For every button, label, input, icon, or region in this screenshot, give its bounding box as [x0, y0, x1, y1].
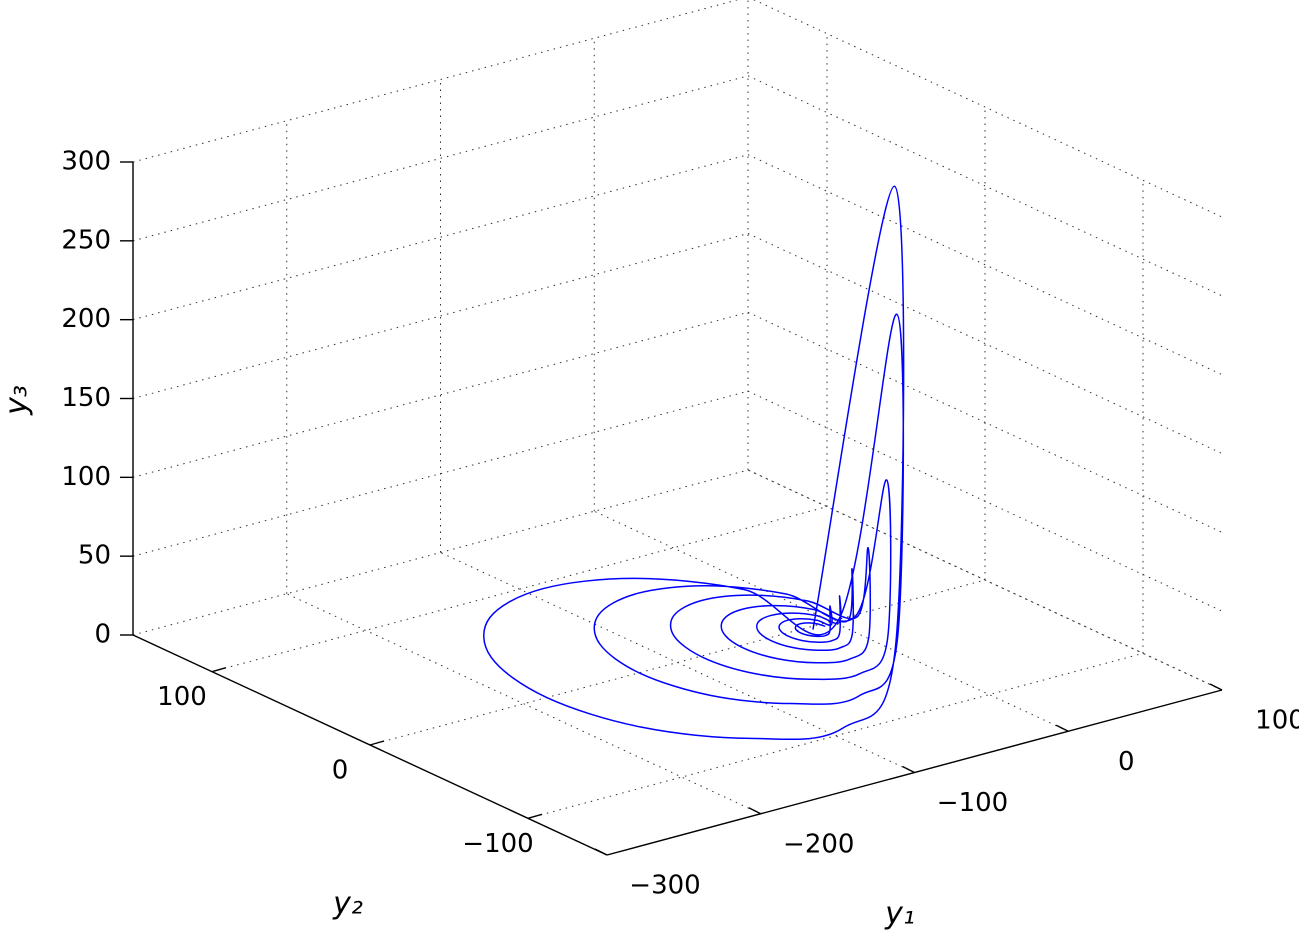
grid-line [286, 593, 761, 815]
grid-line [747, 75, 1223, 297]
z-tick-label: 250 [61, 225, 111, 255]
y-tick-label: 0 [332, 756, 349, 786]
z-tick-label: 150 [61, 383, 111, 413]
grid-line [440, 552, 915, 773]
z-tick-label: 100 [61, 462, 111, 492]
y-tick-label: −100 [462, 829, 533, 859]
grid-line [747, 311, 1223, 533]
grid-line [132, 0, 739, 163]
x-tick [748, 807, 762, 815]
grid-line [132, 154, 749, 321]
x-tick [902, 765, 915, 774]
trajectory [483, 185, 905, 741]
grid-line [747, 390, 1223, 612]
x-tick [594, 848, 608, 856]
x-tick-label: 100 [1255, 706, 1299, 736]
x-tick [1209, 683, 1223, 691]
z-tick-label: 300 [61, 147, 111, 177]
z-tick-label: 0 [94, 620, 111, 650]
x-tick-label: −100 [937, 788, 1008, 818]
y-tick [211, 666, 227, 673]
grid-line [747, 469, 1223, 691]
y-tick [369, 740, 385, 746]
grid-line [132, 75, 749, 242]
z-tick-label: 50 [78, 541, 111, 571]
z-tick-label: 200 [61, 304, 111, 334]
grid-line [132, 233, 749, 399]
y-tick [527, 813, 543, 820]
x-tick [1055, 724, 1069, 732]
y-tick-label: 100 [157, 682, 207, 712]
x-tick-label: 0 [1118, 747, 1135, 777]
x-tick-label: −300 [629, 871, 700, 901]
z-axis-label: y₃ [0, 385, 35, 416]
grid-line [753, 0, 1223, 218]
x-tick-label: −200 [783, 829, 854, 859]
grid-line [747, 154, 1223, 376]
y-axis-label: y₂ [332, 887, 363, 922]
grid-line [747, 233, 1223, 454]
x-axis-label: y₁ [884, 897, 915, 932]
